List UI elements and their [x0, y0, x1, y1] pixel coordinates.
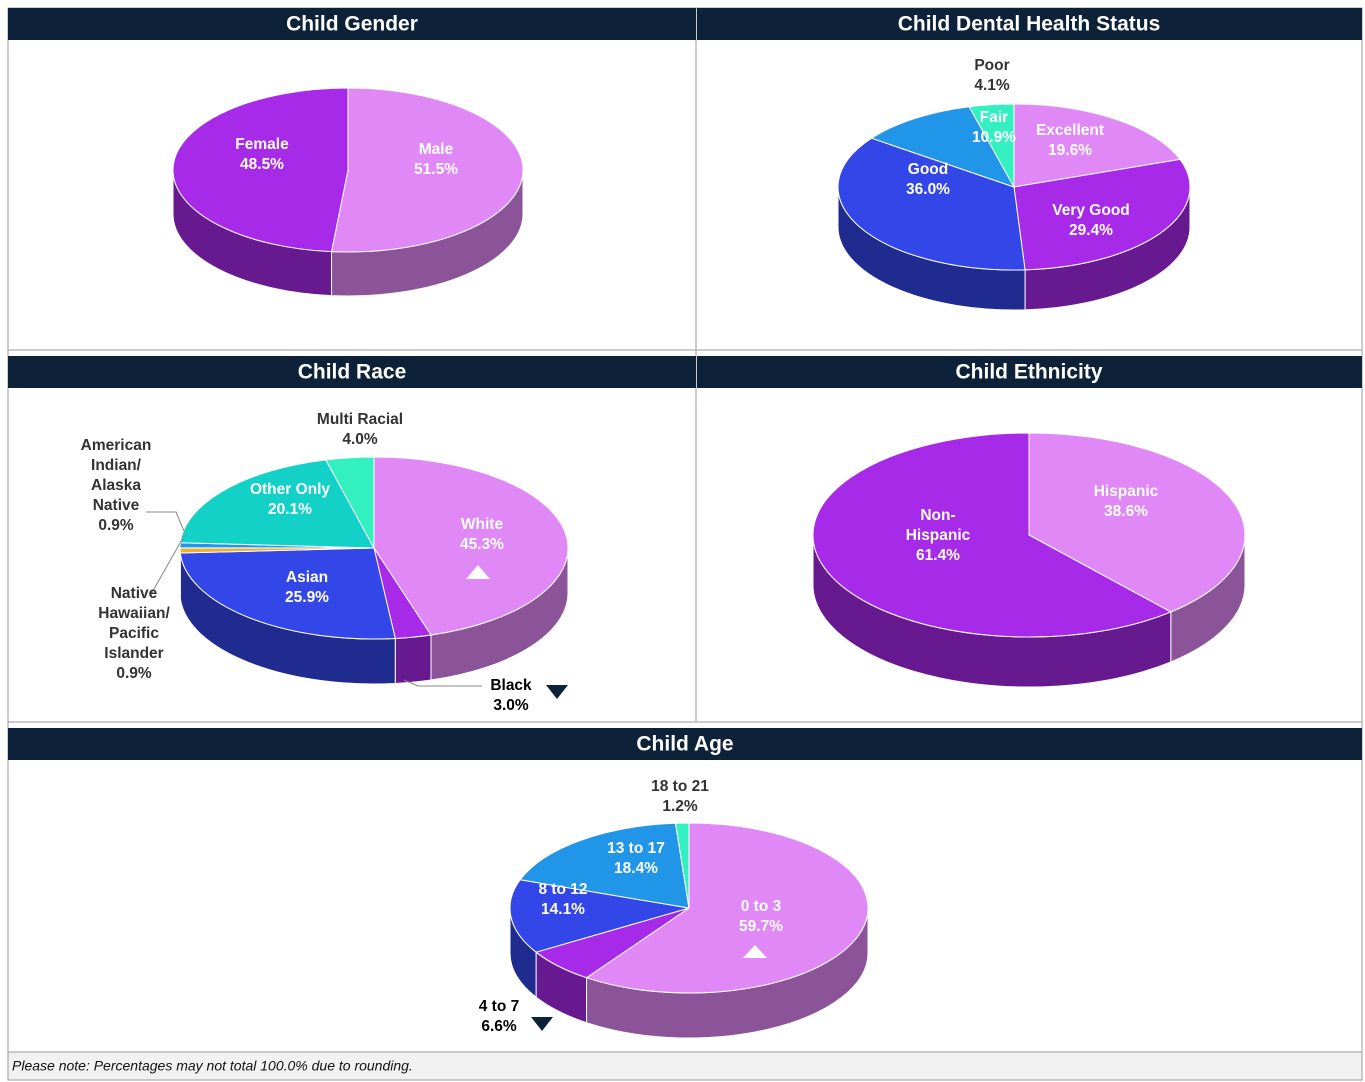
header-bar [697, 356, 1362, 388]
slice-top [586, 822, 869, 994]
slice-top [837, 137, 1026, 271]
header-bar [8, 8, 696, 40]
pie-slice [179, 547, 396, 685]
slice-top [968, 103, 1015, 188]
pie-slice [373, 547, 432, 684]
pie-slice [837, 137, 1026, 311]
slice-top [812, 432, 1172, 638]
pie-slice [812, 432, 1172, 688]
pie-slice [968, 103, 1015, 188]
pie-slice [675, 822, 690, 909]
down-arrow [531, 1017, 553, 1031]
pie-slice [172, 87, 349, 297]
pie-slice [519, 822, 690, 909]
slice-top [509, 879, 690, 953]
slice-top [871, 106, 1015, 188]
pies [172, 87, 1246, 1039]
pie-slice [331, 87, 524, 297]
slice-side [394, 634, 432, 684]
header-bar [8, 728, 1362, 760]
leader-line [403, 679, 482, 687]
pie-slice [509, 879, 690, 998]
up-arrow [466, 565, 490, 579]
header-bar [8, 356, 696, 388]
pie-slice [325, 456, 375, 549]
slice-top [331, 87, 524, 253]
pie-slice [1013, 158, 1191, 311]
footnote: Please note: Percentages may not total 1… [12, 1058, 413, 1074]
header-bar [697, 8, 1362, 40]
chart-title: Child Dental Health Status [898, 13, 1161, 36]
chart-title: Child Gender [286, 13, 418, 36]
down-arrow [546, 685, 568, 699]
slice-top [1028, 432, 1246, 613]
slice-top [172, 87, 349, 253]
footnote-bar [7, 1051, 1363, 1081]
slice-top [519, 822, 690, 909]
chart-title: Child Race [298, 361, 407, 384]
pie-slice [586, 822, 869, 1039]
leader-line [146, 511, 185, 532]
decor [146, 511, 482, 687]
slice-top [325, 456, 375, 549]
slice-top [675, 822, 690, 909]
slice-top [1013, 158, 1191, 271]
chart-title: Child Age [636, 733, 733, 756]
leader-line [149, 535, 185, 597]
chart-title: Child Ethnicity [956, 361, 1103, 384]
slice-top [373, 456, 569, 636]
up-arrow [743, 945, 767, 958]
pie-slice [871, 106, 1015, 188]
slice-top [179, 547, 396, 640]
